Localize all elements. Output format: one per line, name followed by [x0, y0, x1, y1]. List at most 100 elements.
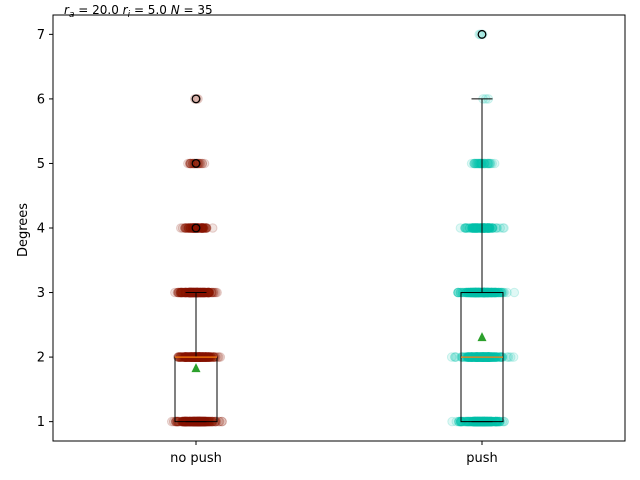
data-point: [478, 223, 488, 233]
data-point: [484, 223, 494, 233]
data-point: [483, 223, 493, 233]
data-point: [207, 223, 218, 233]
data-point: [217, 416, 227, 427]
data-point: [455, 223, 466, 233]
data-point: [484, 223, 495, 233]
data-point: [188, 223, 199, 233]
data-point: [197, 158, 208, 169]
data-point: [197, 158, 207, 169]
y-tick-label: 7: [37, 28, 45, 43]
data-point: [183, 223, 194, 233]
data-point: [189, 223, 199, 233]
data-point: [201, 223, 212, 233]
data-point: [479, 223, 490, 233]
y-tick-label: 5: [37, 157, 45, 172]
data-point: [188, 158, 198, 169]
data-point: [473, 223, 484, 233]
data-point: [483, 223, 494, 233]
plot-area: 1 2 3 4 5 6 7 no push push: [37, 14, 626, 466]
data-point: [170, 287, 180, 298]
data-point: [188, 223, 198, 233]
data-point: [509, 287, 520, 298]
data-point: [180, 223, 191, 233]
data-point: [480, 223, 490, 233]
data-point: [482, 223, 493, 233]
data-point: [450, 352, 460, 362]
data-point: [478, 223, 489, 233]
data-point: [487, 223, 498, 233]
data-point: [201, 223, 212, 233]
y-tick-label: 2: [37, 351, 45, 366]
data-point: [197, 223, 207, 233]
data-point: [485, 223, 496, 233]
data-point: [188, 223, 198, 233]
data-point: [185, 158, 195, 169]
data-point: [195, 158, 206, 169]
data-point: [487, 223, 498, 233]
data-point: [485, 223, 495, 233]
data-point: [194, 223, 204, 233]
data-point: [468, 223, 479, 233]
data-point: [211, 287, 221, 298]
data-point: [475, 223, 486, 233]
data-point: [483, 223, 494, 233]
data-point: [184, 223, 195, 233]
data-point: [476, 223, 486, 233]
data-point: [206, 287, 216, 298]
data-point: [462, 223, 472, 233]
data-point: [201, 223, 211, 233]
mean-marker: [477, 332, 487, 342]
data-point: [197, 223, 207, 233]
data-point: [194, 158, 204, 169]
data-point: [474, 223, 484, 233]
data-point: [200, 223, 211, 233]
data-point: [175, 287, 185, 298]
x-tick-label: push: [466, 451, 498, 466]
data-point: [207, 287, 218, 298]
data-point: [194, 223, 204, 233]
data-point: [173, 287, 183, 298]
data-point: [188, 223, 198, 233]
data-point: [462, 223, 473, 233]
data-point: [451, 352, 461, 362]
data-point: [498, 223, 508, 233]
data-point: [189, 223, 199, 233]
data-point: [503, 352, 514, 362]
data-point: [173, 287, 184, 298]
data-point: [479, 223, 490, 233]
data-point: [467, 223, 477, 233]
data-point: [470, 223, 481, 233]
data-point: [499, 223, 509, 233]
data-point: [193, 223, 203, 233]
mean-marker: [191, 363, 201, 373]
data-point: [174, 287, 184, 298]
data-point: [185, 158, 195, 169]
data-point: [485, 223, 495, 233]
data-point: [460, 223, 471, 233]
data-point: [198, 223, 209, 233]
data-point: [487, 223, 497, 233]
data-point: [188, 223, 199, 233]
data-point: [467, 223, 478, 233]
data-point: [461, 223, 472, 233]
data-point: [480, 223, 490, 233]
data-point: [469, 223, 479, 233]
data-point: [194, 223, 204, 233]
data-point: [484, 223, 494, 233]
data-point: [474, 223, 484, 233]
data-point: [470, 223, 481, 233]
data-point: [478, 223, 488, 233]
data-point: [468, 223, 478, 233]
data-point: [476, 223, 486, 233]
data-point: [485, 223, 495, 233]
data-point: [476, 223, 487, 233]
data-point: [184, 223, 194, 233]
data-point: [193, 94, 203, 104]
data-point: [193, 223, 203, 233]
data-point: [508, 352, 519, 362]
data-point: [173, 287, 183, 298]
data-point: [487, 223, 498, 233]
data-point: [476, 223, 487, 233]
data-point: [188, 223, 199, 233]
